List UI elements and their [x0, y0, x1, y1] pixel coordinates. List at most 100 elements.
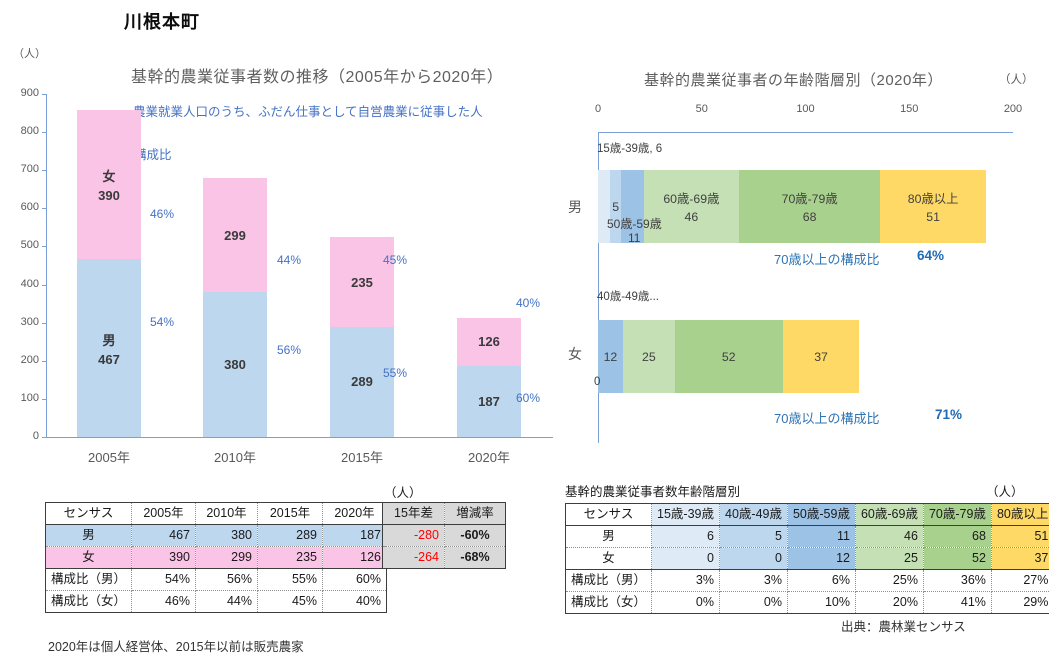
- left-chart-y-axis: [46, 94, 47, 437]
- right-chart-category-label-女: 女: [568, 346, 582, 362]
- left-chart-y-tick: [42, 322, 46, 324]
- table-cell: 2015年: [257, 502, 324, 525]
- table-cell: 37: [990, 547, 1049, 570]
- table-cell: 3%: [651, 569, 720, 592]
- left-chart-x-axis: [46, 437, 553, 438]
- table-cell: センサス: [564, 503, 653, 526]
- table-cell: 2005年: [131, 502, 197, 525]
- table-row: 女 0 0 12 25 52 37: [564, 547, 1049, 570]
- left-chart-y-tick-label: 800: [20, 125, 39, 138]
- left-chart-unit-label: （人）: [13, 48, 46, 60]
- left-chart-share-title: 構成比: [134, 148, 172, 162]
- table-cell: 80歳以上: [990, 503, 1049, 526]
- table-cell: 0: [719, 547, 788, 570]
- right-table-title: 基幹的農業従事者数年齢階層別: [565, 485, 741, 499]
- age-distribution-table: センサス 15歳-39歳 40歳-49歳 50歳-59歳 60歳-69歳 70歳-79歳 8…: [564, 503, 1049, 614]
- table-cell: -68%: [444, 546, 506, 569]
- table-header-row: 15年差 増減率: [382, 502, 506, 525]
- bar-label-text: 235: [351, 274, 373, 290]
- left-chart-y-tick: [42, 208, 46, 210]
- right-chart-x-tick-label: 100: [796, 103, 815, 115]
- left-chart-share-label-female: 46%: [150, 207, 175, 221]
- table-cell: 構成比（男）: [44, 568, 133, 591]
- table-cell: 女: [44, 546, 133, 569]
- left-chart-share-label-female: 44%: [277, 253, 302, 267]
- right-chart-category-label-男: 男: [568, 199, 582, 215]
- table-cell: 25: [854, 547, 924, 570]
- table-cell: 3%: [719, 569, 788, 592]
- bar-label-text: 5: [612, 199, 620, 214]
- left-chart-share-label-male: 54%: [150, 315, 175, 329]
- left-table-unit-label: （人）: [384, 486, 422, 500]
- table-cell: 27%: [990, 569, 1049, 592]
- trend-bar-2010年-male: 380: [203, 292, 267, 437]
- age-bar-女-70歳-79歳: 52: [674, 320, 783, 393]
- table-cell: 126: [322, 546, 388, 569]
- left-chart-y-tick: [42, 94, 46, 95]
- table-cell: 0%: [651, 591, 720, 614]
- table-cell: -264: [382, 546, 445, 569]
- table-header-row: センサス 15歳-39歳 40歳-49歳 50歳-59歳 60歳-69歳 70歳-79歳 8…: [564, 503, 1049, 526]
- table-cell: 467: [131, 524, 197, 547]
- left-chart-y-tick-label: 500: [20, 239, 39, 252]
- table-cell: 29%: [990, 591, 1049, 614]
- bar-label-text: 390: [98, 188, 120, 204]
- table-cell: 68: [922, 525, 992, 548]
- table-cell: 52: [922, 547, 992, 570]
- table-cell: 60%: [322, 568, 388, 591]
- bar-label-text: 37: [814, 349, 828, 364]
- right-chart-x-tick-label: 200: [1003, 103, 1023, 115]
- table-cell: 40歳-49歳: [719, 503, 788, 526]
- left-chart-y-tick: [42, 246, 46, 248]
- over70-value-male: 64%: [917, 248, 945, 263]
- table-row: 女 390 299 235 126: [44, 546, 388, 569]
- left-chart-share-label-male: 60%: [516, 391, 541, 405]
- over70-label-female: 70歳以上の構成比: [774, 411, 880, 426]
- bar-label-text: 46: [684, 210, 699, 224]
- left-chart-subtitle: 農業就業人口のうち、ふだん仕事として自営農業に従事した人: [133, 105, 483, 119]
- table-cell: 構成比（女）: [44, 590, 133, 613]
- left-chart-y-tick: [42, 132, 46, 134]
- left-chart-y-tick-label: 100: [20, 391, 39, 404]
- table-cell: 55%: [257, 568, 324, 591]
- table-cell: 0%: [719, 591, 788, 614]
- age-bar-男-40歳-49歳: 5: [610, 170, 621, 243]
- table-cell: 380: [195, 524, 259, 547]
- right-chart-title: 基幹的農業従事者の年齢階層別（2020年）: [644, 72, 943, 89]
- table-cell: 54%: [131, 568, 197, 591]
- left-chart-category-label: 2005年: [88, 450, 130, 465]
- bar-label-text: 380: [224, 357, 246, 373]
- over70-value-female: 71%: [935, 407, 963, 422]
- bar-label-text: 25: [641, 349, 656, 364]
- right-chart-x-axis: [598, 132, 1013, 133]
- trend-bar-2005年-male: 男 467: [77, 259, 141, 437]
- left-chart-share-label-female: 40%: [516, 296, 541, 310]
- table-row: 男 467 380 289 187: [44, 524, 388, 547]
- age-bar-女-60歳-69歳: 25: [622, 320, 675, 393]
- left-chart-share-label-male: 56%: [277, 343, 302, 357]
- right-chart-x-tick-label: 0: [594, 103, 602, 115]
- left-chart-y-tick: [42, 284, 46, 286]
- age-bar-男-60歳-69歳: 60歳-69歳 46: [643, 170, 740, 243]
- table-cell: 男: [44, 524, 133, 547]
- table-cell: 構成比（男）: [564, 569, 653, 592]
- bar-label-text: 60歳-69歳: [663, 192, 720, 206]
- over70-label-male: 70歳以上の構成比: [774, 252, 880, 267]
- table-row: -280 -60%: [382, 524, 506, 547]
- table-cell: 50歳-59歳: [786, 503, 856, 526]
- bar-label-text: 68: [802, 210, 817, 224]
- census-trend-table: センサス 2005年 2010年 2015年 2020年男 467 380 289 187 女 39…: [44, 502, 388, 613]
- footnote-source: 出典：農林業センサス: [841, 620, 966, 634]
- left-chart-y-tick: [42, 170, 46, 172]
- table-cell: 41%: [922, 591, 992, 614]
- table-cell: 299: [195, 546, 259, 569]
- table-header-row: センサス 2005年 2010年 2015年 2020年: [44, 502, 388, 525]
- bar-label-text: 51: [926, 210, 940, 224]
- bar-label-text: 男: [102, 332, 116, 348]
- table-cell: 6: [651, 525, 720, 548]
- left-chart-y-tick-label: 400: [20, 277, 39, 290]
- table-cell: 11: [786, 525, 856, 548]
- table-cell: 2020年: [322, 502, 388, 525]
- left-chart-y-tick: [42, 360, 46, 362]
- table-cell: 10%: [786, 591, 856, 614]
